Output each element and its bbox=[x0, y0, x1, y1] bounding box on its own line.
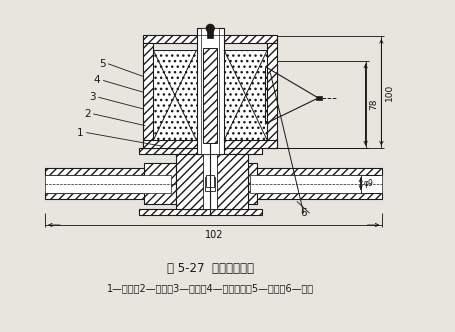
Bar bbox=[248, 163, 258, 205]
Bar bbox=[210, 209, 263, 215]
Bar bbox=[45, 168, 171, 175]
Text: 100: 100 bbox=[385, 84, 394, 101]
Bar bbox=[176, 154, 248, 209]
Bar bbox=[45, 193, 171, 200]
Text: 6: 6 bbox=[300, 208, 307, 218]
Text: 4: 4 bbox=[94, 75, 101, 85]
Text: 102: 102 bbox=[204, 230, 223, 240]
Bar bbox=[224, 140, 277, 148]
Bar bbox=[144, 163, 176, 205]
Bar bbox=[143, 35, 277, 43]
Text: 78: 78 bbox=[369, 99, 379, 110]
Circle shape bbox=[207, 25, 214, 32]
Bar bbox=[202, 28, 219, 154]
Bar bbox=[143, 43, 153, 148]
Text: 2: 2 bbox=[84, 109, 91, 119]
Bar bbox=[153, 50, 197, 140]
Bar bbox=[140, 148, 211, 154]
Text: 1: 1 bbox=[77, 127, 84, 137]
Text: 图 5-27  直动式电磁阀: 图 5-27 直动式电磁阀 bbox=[167, 262, 254, 275]
Text: 3: 3 bbox=[89, 92, 96, 102]
Bar bbox=[143, 140, 197, 148]
Bar bbox=[210, 148, 263, 154]
Bar bbox=[207, 175, 214, 187]
Bar bbox=[250, 168, 382, 175]
Bar bbox=[197, 28, 224, 154]
Bar bbox=[224, 50, 268, 140]
Text: 5: 5 bbox=[99, 59, 106, 69]
Bar bbox=[250, 193, 382, 200]
Bar bbox=[268, 43, 277, 148]
Text: 1—阀体；2—阀座；3—铁芯；4—隔磁套管；5—线圈；6—弹簧: 1—阀体；2—阀座；3—铁芯；4—隔磁套管；5—线圈；6—弹簧 bbox=[107, 283, 314, 293]
Bar bbox=[205, 177, 215, 191]
Bar bbox=[203, 48, 217, 143]
Bar bbox=[140, 209, 211, 215]
Bar bbox=[317, 96, 323, 100]
Bar bbox=[207, 29, 213, 38]
Bar bbox=[203, 154, 217, 209]
Bar bbox=[45, 175, 171, 193]
Text: φ9: φ9 bbox=[364, 179, 374, 188]
Bar bbox=[250, 175, 382, 193]
